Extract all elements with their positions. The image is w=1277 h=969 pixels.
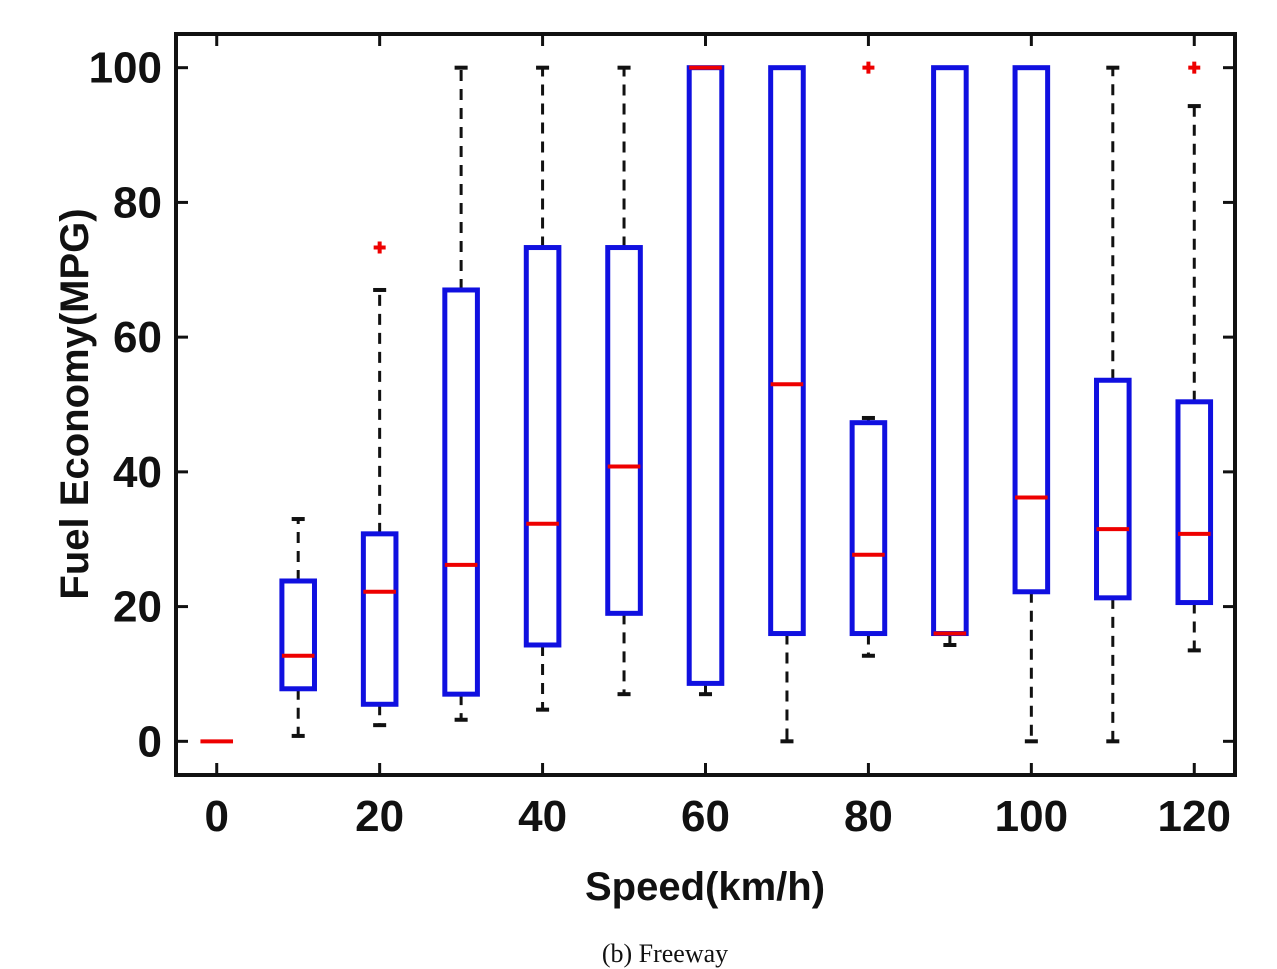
box-group-120 <box>1175 61 1214 653</box>
y-tick-label: 60 <box>113 313 162 362</box>
plot-frame <box>174 32 1237 777</box>
box-iqr <box>1094 377 1132 601</box>
x-axis-title: Speed(km/h) <box>585 865 825 909</box>
box-iqr <box>686 65 725 686</box>
box-group-30 <box>442 65 480 722</box>
box-iqr <box>442 287 480 697</box>
axes: 0 20 40 60 80 100 0 20 40 60 80 100 120 <box>89 34 1235 841</box>
box-iqr <box>1175 399 1214 606</box>
x-tick-label: 100 <box>995 792 1068 841</box>
box-group-100 <box>1012 65 1051 744</box>
box-group-70 <box>768 65 806 744</box>
y-tick-label: 0 <box>138 717 162 766</box>
x-tick-label: 80 <box>844 792 893 841</box>
y-tick-label: 20 <box>113 583 162 632</box>
box-iqr <box>523 245 562 648</box>
x-tick-label: 20 <box>355 792 404 841</box>
figure-caption: (b) Freeway <box>602 939 728 968</box>
outlier-marker <box>862 61 875 74</box>
box-group-20 <box>360 241 399 728</box>
box-group-60 <box>686 65 725 697</box>
y-tick-label: 80 <box>113 178 162 227</box>
x-tick-label: 40 <box>518 792 567 841</box>
box-iqr <box>279 578 317 692</box>
box-marks <box>200 61 1214 744</box>
box-iqr <box>768 65 806 637</box>
box-group-50 <box>605 65 643 697</box>
box-group-10 <box>279 517 317 738</box>
y-tick-label: 40 <box>113 448 162 497</box>
x-tick-label: 60 <box>681 792 730 841</box>
y-axis-title: Fuel Economy(MPG) <box>53 208 97 599</box>
box-group-40 <box>523 65 562 712</box>
box-iqr <box>1012 65 1051 595</box>
box-group-90 <box>931 65 969 647</box>
box-iqr <box>931 65 969 637</box>
outlier-marker <box>1188 61 1201 74</box>
y-tick-label: 100 <box>89 44 162 93</box>
box-group-80 <box>849 61 888 658</box>
x-tick-label: 0 <box>204 792 228 841</box>
box-iqr <box>360 531 399 707</box>
box-iqr <box>849 420 888 637</box>
x-tick-label: 120 <box>1158 792 1231 841</box>
box-iqr <box>605 245 643 616</box>
box-group-110 <box>1094 65 1132 744</box>
outlier-marker <box>373 241 386 254</box>
